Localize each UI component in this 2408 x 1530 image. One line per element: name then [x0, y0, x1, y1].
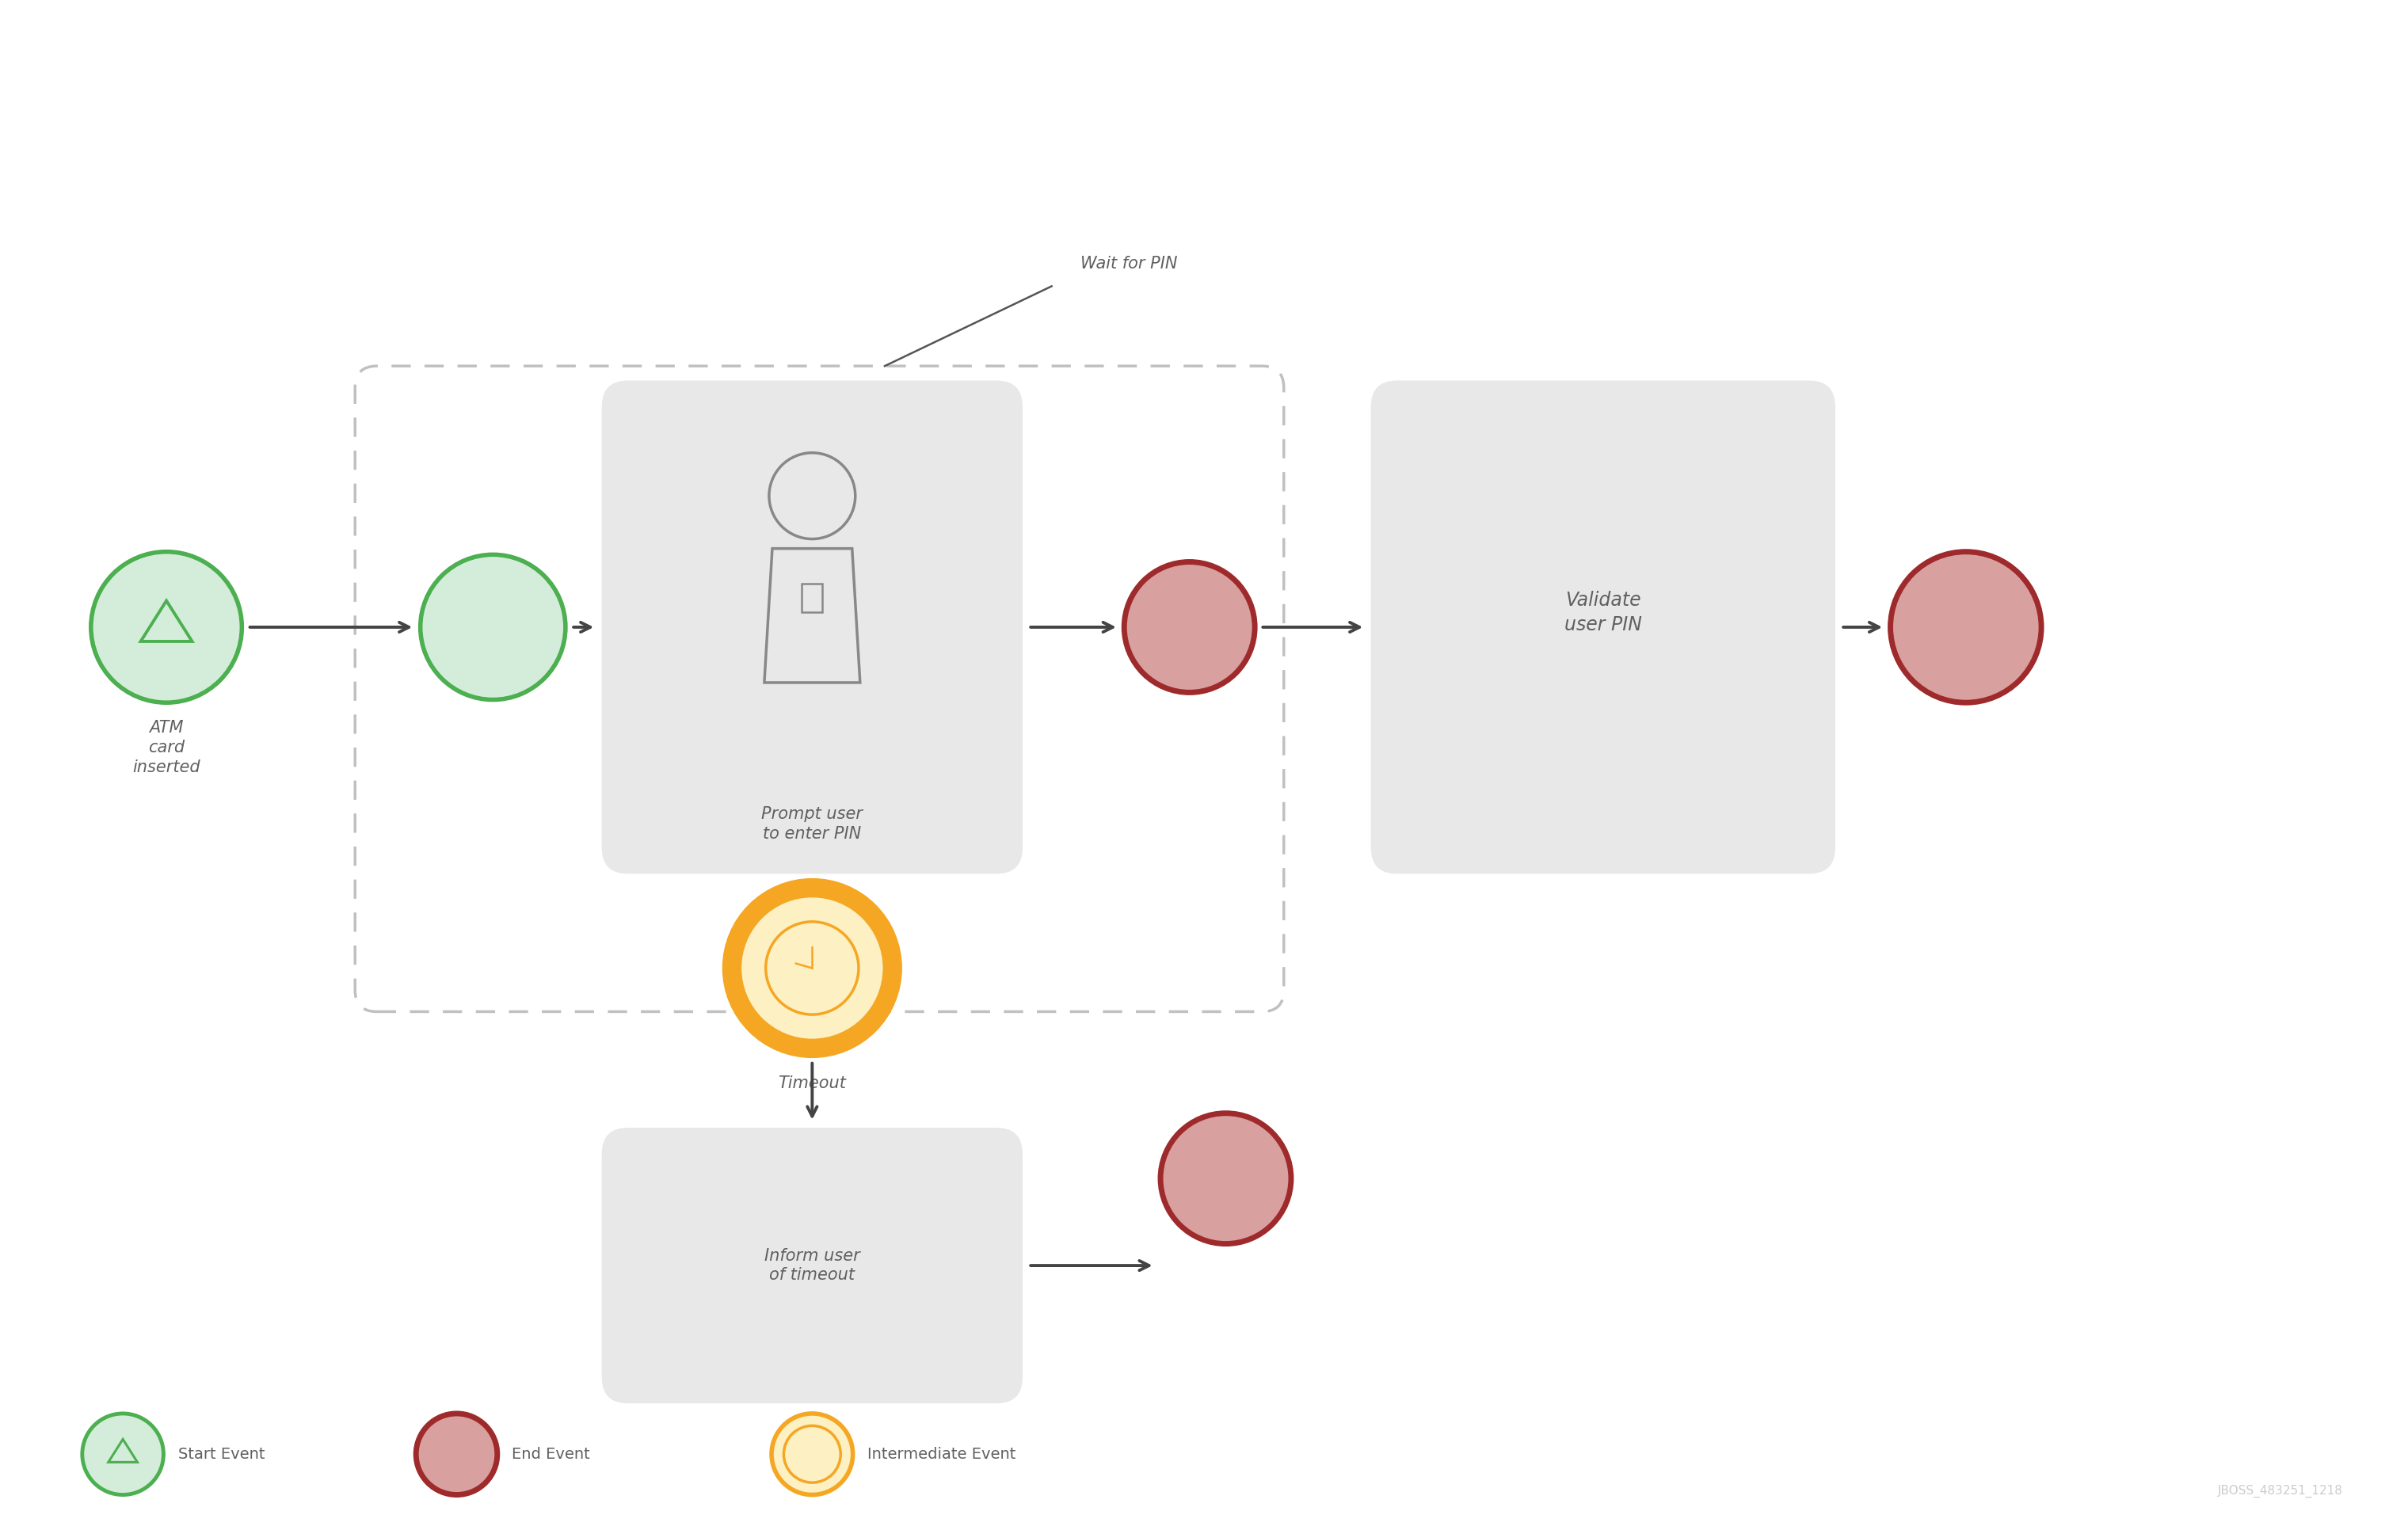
FancyBboxPatch shape [602, 381, 1023, 874]
Circle shape [417, 1414, 498, 1495]
Circle shape [1890, 552, 2042, 702]
Text: Start Event: Start Event [178, 1447, 265, 1461]
Circle shape [722, 878, 903, 1059]
Circle shape [421, 555, 566, 699]
Text: Intermediate Event: Intermediate Event [867, 1447, 1016, 1461]
Circle shape [739, 895, 884, 1040]
Circle shape [82, 1414, 164, 1495]
Text: JBOSS_483251_1218: JBOSS_483251_1218 [2218, 1484, 2343, 1498]
Text: ATM
card
inserted: ATM card inserted [132, 721, 200, 776]
Text: Prompt user
to enter PIN: Prompt user to enter PIN [761, 806, 862, 842]
Text: Wait for PIN: Wait for PIN [1081, 256, 1178, 272]
Text: End Event: End Event [513, 1447, 590, 1461]
FancyBboxPatch shape [602, 1128, 1023, 1403]
Circle shape [766, 921, 860, 1014]
Circle shape [1161, 1114, 1291, 1244]
Text: Inform user
of timeout: Inform user of timeout [763, 1248, 860, 1284]
Circle shape [1125, 562, 1255, 693]
Circle shape [92, 552, 241, 702]
Text: Validate
user PIN: Validate user PIN [1565, 591, 1642, 635]
FancyBboxPatch shape [1370, 381, 1835, 874]
Circle shape [783, 1426, 840, 1483]
Text: Timeout: Timeout [778, 1076, 845, 1091]
Circle shape [771, 1414, 852, 1495]
